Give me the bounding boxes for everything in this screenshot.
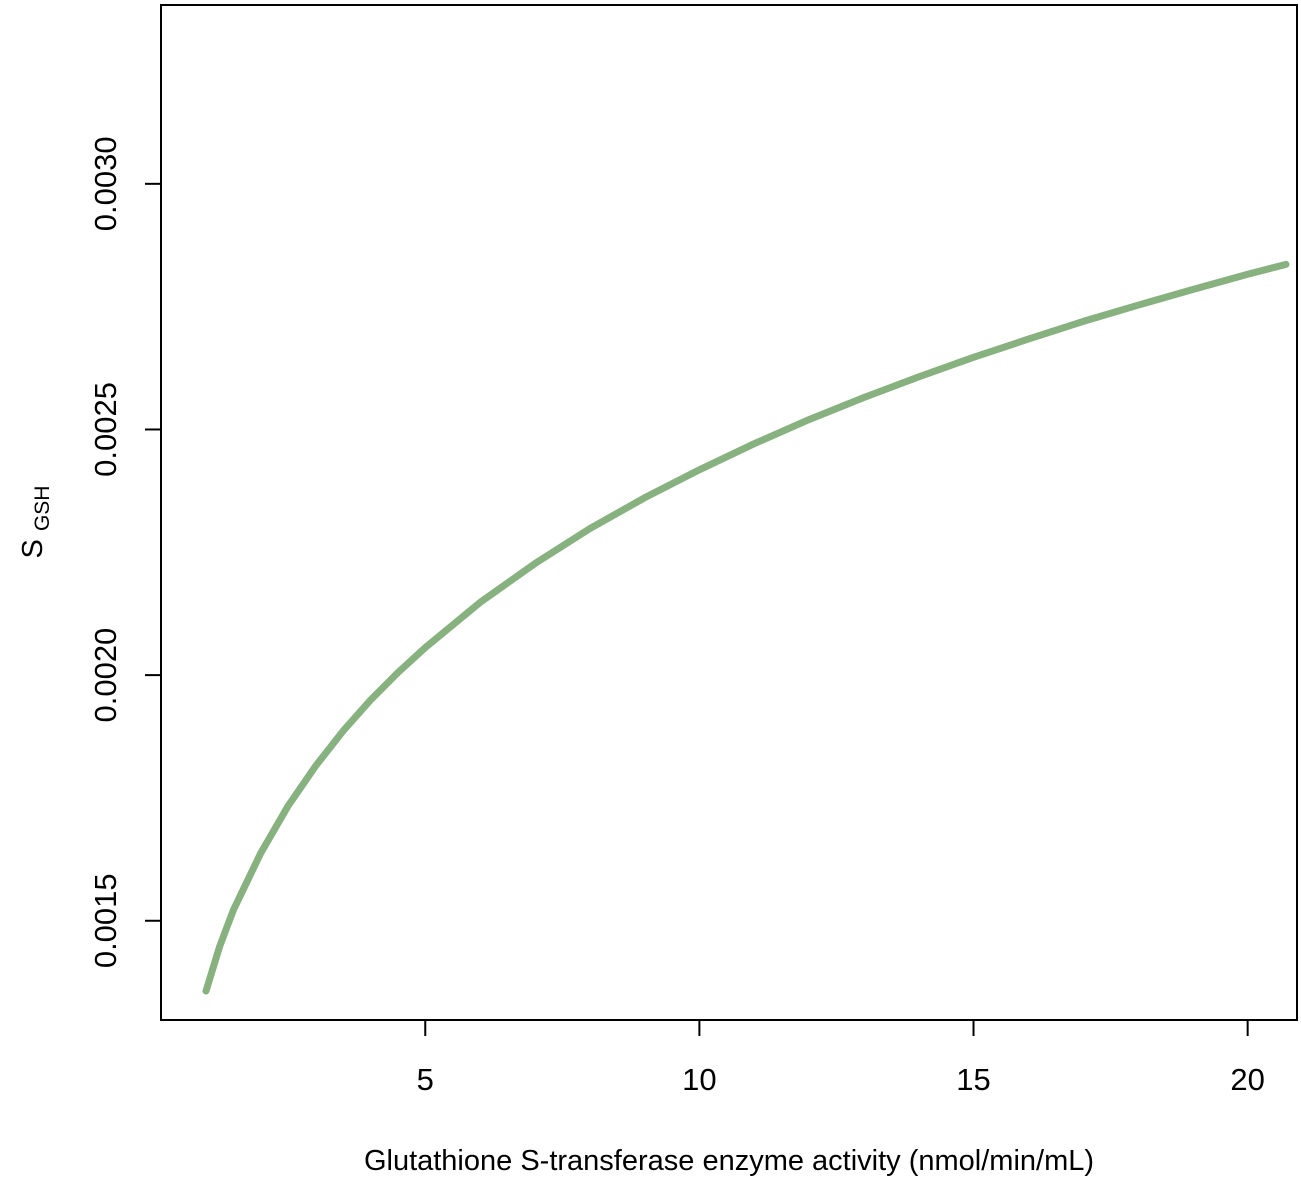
y-tick-label: 0.0020 [88, 628, 123, 723]
series-line-1 [202, 260, 1290, 995]
y-axis-title: S GSH [17, 486, 54, 559]
x-tick-label: 5 [417, 1062, 434, 1097]
y-axis-ticks: 0.0015 0.0020 0.0025 0.0030 [88, 136, 161, 968]
y-tick-label: 0.0025 [88, 382, 123, 477]
y-axis-title-main: S [17, 539, 49, 558]
plot-frame [160, 4, 1298, 1021]
series-layer [202, 260, 1290, 995]
x-tick-label: 20 [1230, 1062, 1264, 1097]
y-axis-title-subscript: GSH [31, 486, 54, 532]
y-tick-label: 0.0015 [88, 873, 123, 968]
y-tick-label: 0.0030 [88, 136, 123, 231]
x-axis-title: Glutathione S-transferase enzyme activit… [364, 1145, 1094, 1177]
x-tick-label: 15 [956, 1062, 990, 1097]
x-tick-label: 10 [682, 1062, 716, 1097]
x-axis-ticks: 5 10 15 20 [417, 1020, 1265, 1097]
